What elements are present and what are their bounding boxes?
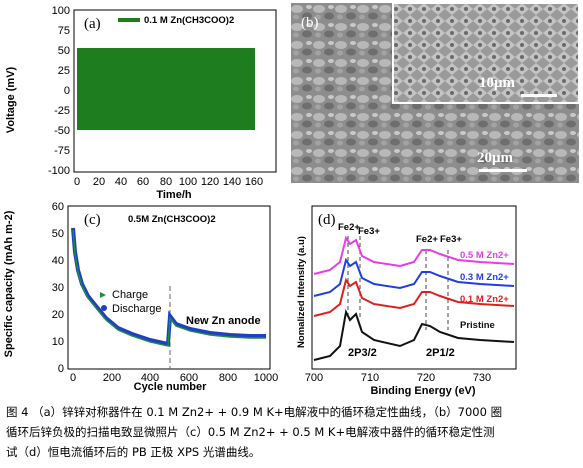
panel-b-sem-image: (b) 10μm 20μm	[291, 2, 580, 183]
panel-a-legend-swatch	[118, 18, 140, 22]
panel-c-xtick: 600	[180, 372, 198, 384]
panel-a-xtick: 140	[223, 176, 241, 188]
panel-d-xtick: 710	[361, 372, 379, 384]
panel-c-charge-marker	[100, 292, 106, 298]
panel-d-series-01M	[313, 277, 515, 317]
panel-a-ylabel: Voltage (mV)	[5, 66, 17, 133]
panel-d-xtick: 720	[417, 372, 435, 384]
panel-c-ytick: 30	[52, 282, 64, 294]
panel-a-ytick: -25	[54, 105, 70, 117]
panel-c-legend-discharge: Discharge	[112, 303, 162, 315]
panel-a-ytick: 25	[58, 65, 70, 77]
panel-b-label: (b)	[301, 15, 319, 31]
panel-c-legend-charge: Charge	[112, 289, 148, 301]
panel-d-series-03M	[313, 257, 515, 297]
panel-c-charge-series	[72, 229, 266, 347]
panel-c-xlabel: Cycle number	[134, 381, 207, 393]
panel-d-ylabel: Nomalized Intensity (a.u)	[296, 236, 307, 348]
panel-b-inset-scale-bar	[521, 94, 557, 97]
panel-d-region-label: 2P1/2	[426, 347, 455, 359]
panel-c-xtick: 0	[70, 372, 76, 384]
panel-c-discharge-marker	[101, 305, 107, 311]
panel-b-inset-scale-text: 10μm	[479, 75, 516, 91]
panel-c-ytick: 40	[52, 255, 64, 267]
panel-d-series-label: 0.1 M Zn2+	[460, 294, 509, 305]
panel-a-xtick: 60	[137, 176, 149, 188]
panel-a-legend: 0.1 M Zn(CH3COO)2	[144, 15, 234, 26]
panel-c-ylabel: Specific capacity (mAh m-2)	[3, 210, 15, 357]
panel-d-xlabel: Binding Energy (eV)	[370, 385, 475, 397]
panel-a-xtick: 100	[179, 176, 197, 188]
panel-c-ytick: 0	[58, 363, 64, 375]
panel-a-voltage-chart: Voltage (mV) Time/h 0.1 M Zn(CH3COO)2 (a…	[0, 0, 290, 201]
panel-d-frame	[311, 205, 517, 370]
figure-caption: 图 4 （a）锌锌对称器件在 0.1 M Zn2+ + 0.9 M K+电解液中…	[6, 402, 578, 462]
panel-d-xtick: 730	[473, 372, 491, 384]
panel-d-series-label: Pristine	[460, 320, 495, 331]
panel-d-series-05M	[313, 235, 515, 275]
panel-a-ytick: -100	[48, 165, 70, 177]
panel-a-voltage-band	[77, 48, 255, 130]
panel-d-peak-label: Fe2+	[338, 222, 360, 233]
panel-b-main-scale-text: 20μm	[477, 150, 514, 166]
panel-a-ytick: 50	[58, 45, 70, 57]
panel-c-annotation: New Zn anode	[186, 315, 261, 327]
panel-a-ytick: 0	[64, 85, 70, 97]
panel-a-ytick: 75	[58, 25, 70, 37]
panel-c-label: (c)	[84, 212, 101, 228]
panel-d-region-label: 2P3/2	[348, 347, 377, 359]
panel-d-series-pristine	[313, 308, 515, 361]
panel-c-xtick: 1000	[254, 372, 278, 384]
panel-a-ytick: -75	[54, 145, 70, 157]
panel-c-ytick: 60	[52, 201, 64, 213]
panel-d-series-label: 0.3 M Zn2+	[460, 272, 509, 283]
panel-a-frame	[73, 9, 277, 173]
panel-d-series-label: 0.5 M Zn2+	[460, 250, 509, 261]
panel-d-peak-label: Fe2+	[416, 234, 438, 245]
panel-d-xtick: 700	[305, 372, 323, 384]
panel-a-xtick: 40	[115, 176, 127, 188]
panel-a-label: (a)	[84, 16, 101, 32]
panel-c-ytick: 20	[52, 309, 64, 321]
panel-a-xtick: 160	[245, 176, 263, 188]
panel-a-ytick: 100	[52, 5, 70, 17]
panel-d-peak-label: Fe3+	[358, 226, 380, 237]
panel-c-capacity-chart: Specific capacity (mAh m-2) Cycle number…	[0, 200, 290, 400]
panel-b-main-scale-bar	[479, 169, 527, 172]
panel-c-legend: 0.5M Zn(CH3COO)2	[128, 214, 216, 225]
sem-inset-image	[392, 2, 580, 104]
panel-a-xtick: 0	[74, 176, 80, 188]
panel-a-xtick: 80	[160, 176, 172, 188]
panel-c-ytick: 50	[52, 228, 64, 240]
panel-c-ytick: 10	[52, 336, 64, 348]
panel-c-frame	[67, 205, 271, 370]
panel-d-xps-chart: Nomalized Intensity (a.u) Binding Energy…	[290, 200, 580, 400]
panel-a-xlabel: Time/h	[156, 189, 192, 201]
panel-c-xtick: 400	[141, 372, 159, 384]
caption-line: 循环后锌负极的扫描电致显微照片（c）0.5 M Zn2+ + 0.5 M K+电…	[6, 425, 495, 439]
panel-a-xtick: 120	[201, 176, 219, 188]
caption-line: 试（d）恒电流循环后的 PB 正极 XPS 光谱曲线。	[6, 445, 261, 459]
panel-c-xtick: 800	[219, 372, 237, 384]
panel-c-xtick: 200	[103, 372, 121, 384]
panel-a-xtick: 20	[93, 176, 105, 188]
panel-d-peak-label: Fe3+	[440, 234, 462, 245]
panel-a-ytick: -50	[54, 125, 70, 137]
panel-d-label: (d)	[318, 212, 336, 228]
caption-line: 图 4 （a）锌锌对称器件在 0.1 M Zn2+ + 0.9 M K+电解液中…	[6, 405, 503, 419]
